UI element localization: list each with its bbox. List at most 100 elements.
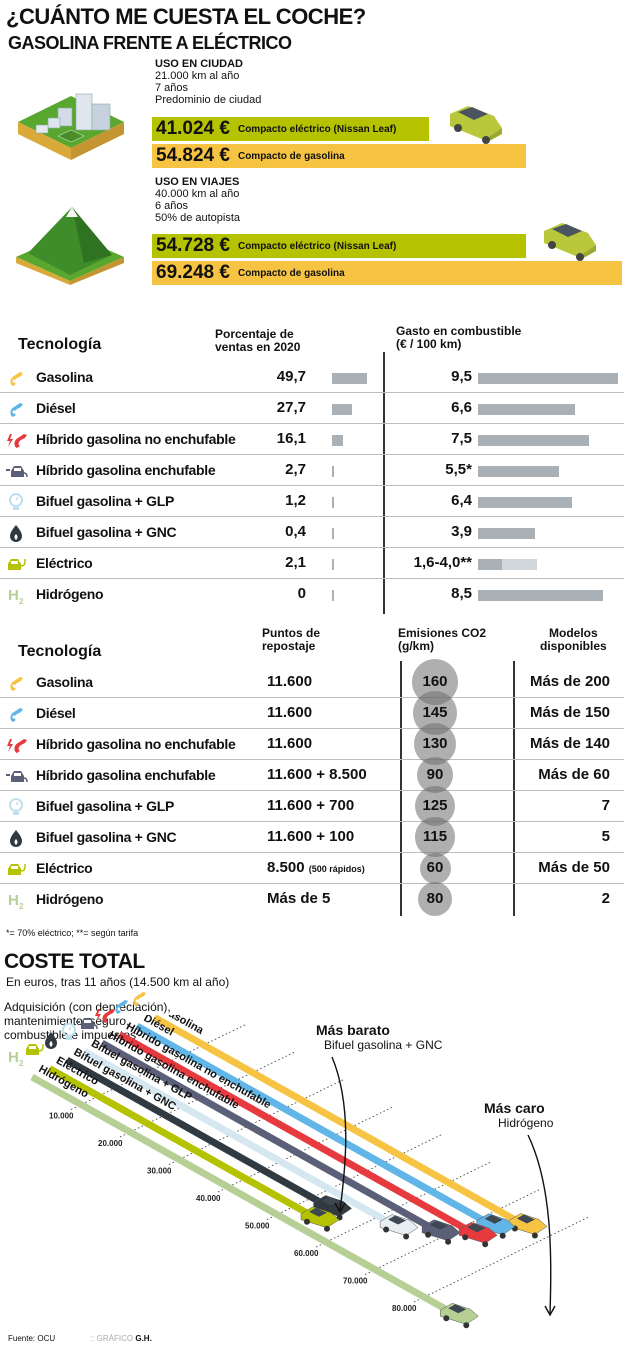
cost-label: Compacto de gasolina	[237, 267, 345, 279]
tech-name: Bifuel gasolina + GLP	[36, 493, 175, 509]
sales-bar	[332, 435, 344, 446]
sales-bar	[332, 466, 334, 477]
case-detail: 7 años	[155, 82, 189, 94]
cost-label: Compacto eléctrico (Nissan Leaf)	[237, 240, 397, 252]
gasoline-pump-icon	[6, 368, 28, 388]
header-line: Modelos	[549, 626, 598, 640]
tech-name: Bifuel gasolina + GNC	[36, 524, 177, 540]
table-row: Gasolina 11.600 160 Más de 200	[0, 659, 624, 705]
credit-prefix: :: GRÁFICO	[90, 1334, 134, 1343]
annotation-text: Bifuel gasolina + GNC	[324, 1038, 443, 1052]
refuel-points: 8.500 (500 rápidos)	[267, 859, 365, 878]
diesel-pump-icon	[6, 399, 28, 419]
co2-bubble	[419, 852, 451, 884]
case-detail: 21.000 km al año	[155, 70, 240, 82]
city-block-icon	[18, 93, 124, 160]
tech-name: Diésel	[36, 705, 76, 721]
series-line	[100, 1039, 442, 1236]
refuel-points: 11.600	[267, 735, 312, 754]
column-divider	[383, 352, 385, 614]
diesel-pump-icon	[111, 996, 133, 1016]
sales-value: 0,4	[285, 523, 306, 540]
header-line: (€ / 100 km)	[396, 337, 462, 351]
fuel-bar	[478, 373, 618, 384]
column-divider	[513, 661, 515, 916]
page-title: ¿CUÁNTO ME CUESTA EL COCHE?	[6, 4, 366, 29]
sales-bar	[332, 559, 334, 570]
tech-name: Bifuel gasolina + GLP	[36, 798, 175, 814]
co2-value: 160	[422, 673, 448, 690]
gasoline-pump-icon	[129, 988, 151, 1008]
table1-fuel-header: Gasto en combustible (€ / 100 km)	[396, 325, 521, 351]
cost-label: Compacto de gasolina	[237, 150, 345, 162]
models-value: 5	[601, 828, 610, 845]
models-value: 2	[601, 890, 610, 907]
flame-icon	[6, 828, 28, 848]
table-row: Híbrido gasolina no enchufable 11.600 130…	[0, 723, 624, 765]
series-line	[65, 1056, 334, 1212]
electric-car-icon	[6, 859, 28, 879]
plugin-hybrid-icon	[76, 1013, 98, 1033]
case-city: USO EN CIUDAD 21.000 km al año 7 años Pr…	[155, 58, 261, 106]
table-row: Diésel 27,7 6,6	[0, 393, 624, 424]
models-value: 7	[601, 797, 610, 814]
plugin-hybrid-icon	[6, 766, 28, 786]
tech-name: Híbrido gasolina no enchufable	[36, 736, 236, 752]
table-row: Gasolina 49,7 9,5	[0, 362, 624, 393]
svg-text:H: H	[8, 1049, 19, 1066]
gridline	[315, 1160, 493, 1248]
hybrid-icon	[94, 1005, 116, 1025]
annotation-title: Más barato	[316, 1022, 390, 1038]
models-value: Más de 150	[529, 704, 610, 721]
plugin-hybrid-icon	[6, 461, 28, 481]
arrow-head	[544, 1305, 556, 1317]
co2-value: 80	[426, 890, 444, 907]
cost-bar-electric-city: 41.024 € Compacto eléctrico (Nissan Leaf…	[152, 117, 429, 141]
table-row: Bifuel gasolina + GLP 11.600 + 700 125 7	[0, 785, 624, 827]
co2-value: 145	[422, 704, 448, 721]
fuel-bar	[478, 590, 604, 601]
cost-bar-gasoline-city: 54.824 € Compacto de gasolina	[152, 144, 526, 168]
gasoline-pump-icon	[6, 673, 28, 693]
axis-tick-label: 40.000	[196, 1194, 221, 1203]
gridline	[364, 1188, 542, 1275]
series-line	[30, 1073, 461, 1320]
points-value: Más de 5	[267, 890, 331, 907]
tech-name: Híbrido gasolina enchufable	[36, 767, 216, 783]
tech-name: Híbrido gasolina enchufable	[36, 462, 216, 478]
co2-bubble	[415, 817, 455, 857]
fuel-bar	[478, 559, 502, 570]
case-heading: USO EN CIUDAD	[155, 58, 244, 70]
svg-text:2: 2	[19, 1059, 24, 1067]
chart-subtitle: En euros, tras 11 años (14.500 km al año…	[6, 975, 230, 989]
fuel-value: 1,6-4,0**	[413, 554, 472, 571]
svg-text:2: 2	[19, 597, 24, 605]
table2-models-header: Modelos disponibles	[540, 627, 607, 653]
series-line	[152, 1015, 529, 1230]
page-subtitle: GASOLINA FRENTE A ELÉCTRICO	[8, 33, 292, 53]
header-line: Emisiones CO2	[398, 626, 487, 640]
axis-tick-label: 50.000	[245, 1222, 270, 1231]
series-line	[135, 1022, 497, 1230]
tech-name: Diésel	[36, 400, 76, 416]
axis-tick-label: 70.000	[343, 1277, 368, 1286]
header-line: (g/km)	[398, 639, 434, 653]
table-row: Híbrido gasolina no enchufable 16,1 7,5	[0, 424, 624, 455]
footnote: *= 70% eléctrico; **= según tarifa	[6, 928, 139, 938]
annotation-text: Hidrógeno	[498, 1116, 554, 1130]
tech-name: Hidrógeno	[36, 586, 104, 602]
arrow-head	[334, 1202, 346, 1214]
models-value: Más de 200	[529, 673, 610, 690]
car-marker	[440, 1302, 479, 1329]
cost-bar-electric-travel: 54.728 € Compacto eléctrico (Nissan Leaf…	[152, 234, 526, 258]
points-note: (500 rápidos)	[308, 864, 365, 874]
hybrid-icon	[6, 735, 28, 755]
header-line: Gasto en combustible	[396, 324, 522, 338]
credit-author: G.H.	[135, 1334, 152, 1343]
electric-car-illustration	[450, 106, 502, 144]
graphic-credit: :: GRÁFICO G.H.	[90, 1334, 152, 1344]
co2-value: 125	[422, 797, 448, 814]
tech-name: Híbrido gasolina no enchufable	[36, 431, 236, 447]
